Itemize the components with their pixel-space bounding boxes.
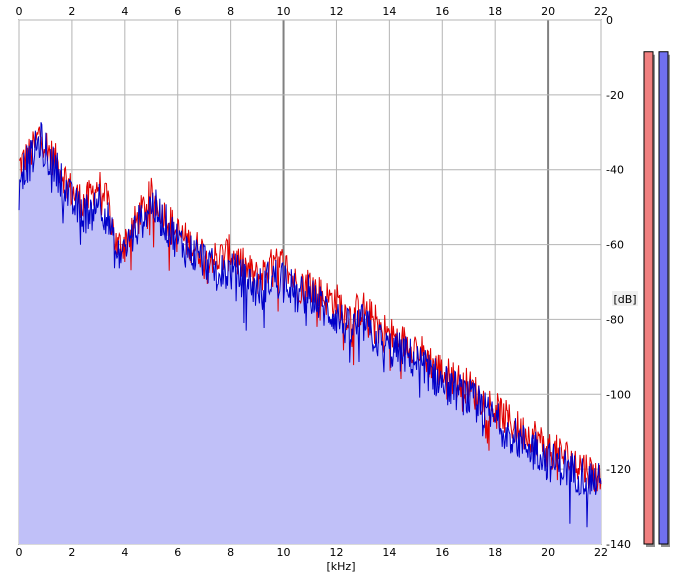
x-tick-top-20: 20 [541, 5, 555, 18]
x-tick-bottom-0: 0 [16, 546, 23, 559]
meter-left [643, 51, 654, 545]
y-tick-labels: 0 -20 -40 -60 -80 -100 -120 -140 [606, 14, 631, 551]
x-tick-top-12: 12 [329, 5, 343, 18]
series-red-line [18, 126, 602, 492]
x-tick-top-8: 8 [227, 5, 234, 18]
series-blue-line [18, 122, 602, 528]
x-axis-label: [kHz] [327, 560, 356, 573]
x-tick-bottom-12: 12 [329, 546, 343, 559]
y-tick--20: -20 [606, 89, 624, 102]
x-tick-bottom-8: 8 [227, 546, 234, 559]
y-tick--120: -120 [606, 463, 631, 476]
x-tick-bottom-18: 18 [488, 546, 502, 559]
x-tick-top-18: 18 [488, 5, 502, 18]
x-tick-bottom-2: 2 [68, 546, 75, 559]
y-tick--80: -80 [606, 313, 624, 326]
x-tick-labels-top: 0 2 4 6 8 10 12 14 16 18 20 22 [16, 5, 609, 18]
y-axis-label: [dB] [613, 293, 636, 306]
x-tick-bottom-6: 6 [174, 546, 181, 559]
x-tick-bottom-22: 22 [594, 546, 608, 559]
y-tick--60: -60 [606, 239, 624, 252]
y-tick--40: -40 [606, 164, 624, 177]
x-tick-top-10: 10 [277, 5, 291, 18]
y-axis-label-bg [612, 291, 638, 306]
x-tick-top-14: 14 [382, 5, 396, 18]
x-tick-top-0: 0 [16, 5, 23, 18]
x-tick-top-4: 4 [121, 5, 128, 18]
meter-right [658, 51, 669, 545]
x-tick-bottom-10: 10 [277, 546, 291, 559]
x-tick-top-6: 6 [174, 5, 181, 18]
x-tick-bottom-16: 16 [435, 546, 449, 559]
x-tick-top-22: 22 [594, 5, 608, 18]
x-tick-top-2: 2 [68, 5, 75, 18]
spectrum-fill-area [19, 122, 601, 545]
x-tick-bottom-14: 14 [382, 546, 396, 559]
level-meters [643, 51, 670, 547]
y-tick--140: -140 [606, 538, 631, 551]
y-tick-0: 0 [606, 14, 613, 27]
x-tick-bottom-20: 20 [541, 546, 555, 559]
x-tick-top-16: 16 [435, 5, 449, 18]
y-tick--100: -100 [606, 388, 631, 401]
x-tick-labels-bottom: 0 2 4 6 8 10 12 14 16 18 20 22 [16, 546, 609, 559]
x-tick-bottom-4: 4 [121, 546, 128, 559]
